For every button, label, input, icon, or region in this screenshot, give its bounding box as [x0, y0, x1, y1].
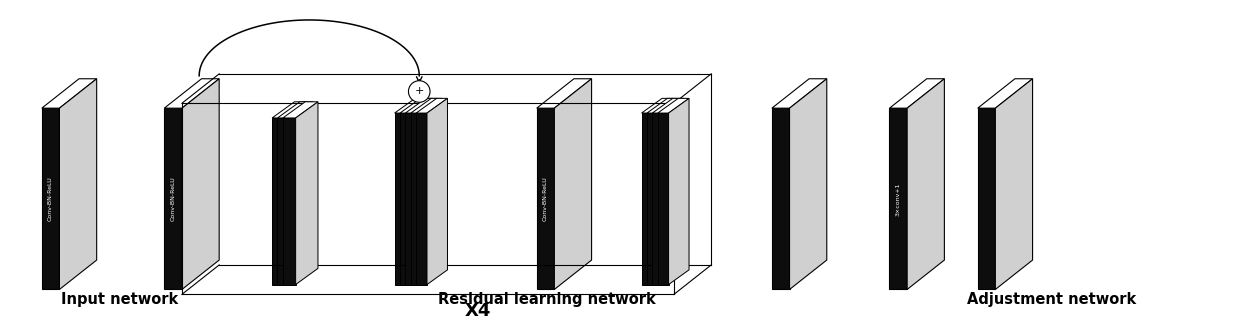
Text: X4: X4: [464, 302, 491, 320]
Text: Adjustment network: Adjustment network: [967, 292, 1136, 307]
Polygon shape: [164, 108, 182, 289]
Polygon shape: [405, 113, 417, 284]
Polygon shape: [42, 79, 97, 108]
Polygon shape: [652, 98, 673, 284]
Polygon shape: [272, 118, 285, 284]
Circle shape: [408, 81, 430, 102]
Polygon shape: [647, 98, 678, 113]
Polygon shape: [889, 108, 908, 289]
Polygon shape: [405, 98, 436, 113]
Polygon shape: [417, 113, 427, 284]
Polygon shape: [401, 113, 410, 284]
Polygon shape: [537, 108, 554, 289]
Polygon shape: [401, 98, 432, 113]
Polygon shape: [60, 79, 97, 289]
Polygon shape: [657, 113, 668, 284]
Text: Residual learning network: Residual learning network: [438, 292, 656, 307]
Polygon shape: [278, 118, 290, 284]
Polygon shape: [647, 113, 657, 284]
Polygon shape: [290, 102, 312, 284]
Polygon shape: [908, 79, 945, 289]
Polygon shape: [164, 79, 219, 108]
Polygon shape: [554, 79, 591, 289]
Polygon shape: [771, 79, 827, 108]
Polygon shape: [285, 102, 308, 284]
Polygon shape: [652, 98, 683, 113]
Polygon shape: [417, 98, 448, 113]
Polygon shape: [663, 98, 683, 284]
Polygon shape: [537, 79, 591, 108]
Polygon shape: [283, 118, 295, 284]
Text: +: +: [414, 86, 424, 96]
Polygon shape: [42, 108, 60, 289]
Polygon shape: [889, 79, 945, 108]
Polygon shape: [790, 79, 827, 289]
Text: Conv-BN-ReLU: Conv-BN-ReLU: [171, 177, 176, 221]
Polygon shape: [182, 79, 219, 289]
Polygon shape: [652, 113, 663, 284]
Polygon shape: [405, 98, 425, 284]
Polygon shape: [996, 79, 1033, 289]
Polygon shape: [417, 98, 436, 284]
Polygon shape: [641, 113, 652, 284]
Polygon shape: [657, 98, 678, 284]
Text: 3×conv+1: 3×conv+1: [895, 182, 900, 215]
Polygon shape: [668, 98, 689, 284]
Polygon shape: [410, 98, 443, 113]
Text: Conv-BN-ReLU: Conv-BN-ReLU: [543, 177, 548, 221]
Polygon shape: [427, 98, 448, 284]
Text: Input network: Input network: [61, 292, 179, 307]
Polygon shape: [657, 98, 689, 113]
Polygon shape: [394, 113, 405, 284]
Polygon shape: [278, 102, 312, 118]
Polygon shape: [771, 108, 790, 289]
Text: Conv-BN-ReLU: Conv-BN-ReLU: [48, 177, 53, 221]
Polygon shape: [283, 102, 317, 118]
Polygon shape: [410, 113, 422, 284]
Polygon shape: [977, 79, 1033, 108]
Polygon shape: [977, 108, 996, 289]
Polygon shape: [422, 98, 443, 284]
Polygon shape: [272, 102, 308, 118]
Polygon shape: [295, 102, 317, 284]
Polygon shape: [394, 98, 425, 113]
Polygon shape: [641, 98, 673, 113]
Polygon shape: [410, 98, 432, 284]
